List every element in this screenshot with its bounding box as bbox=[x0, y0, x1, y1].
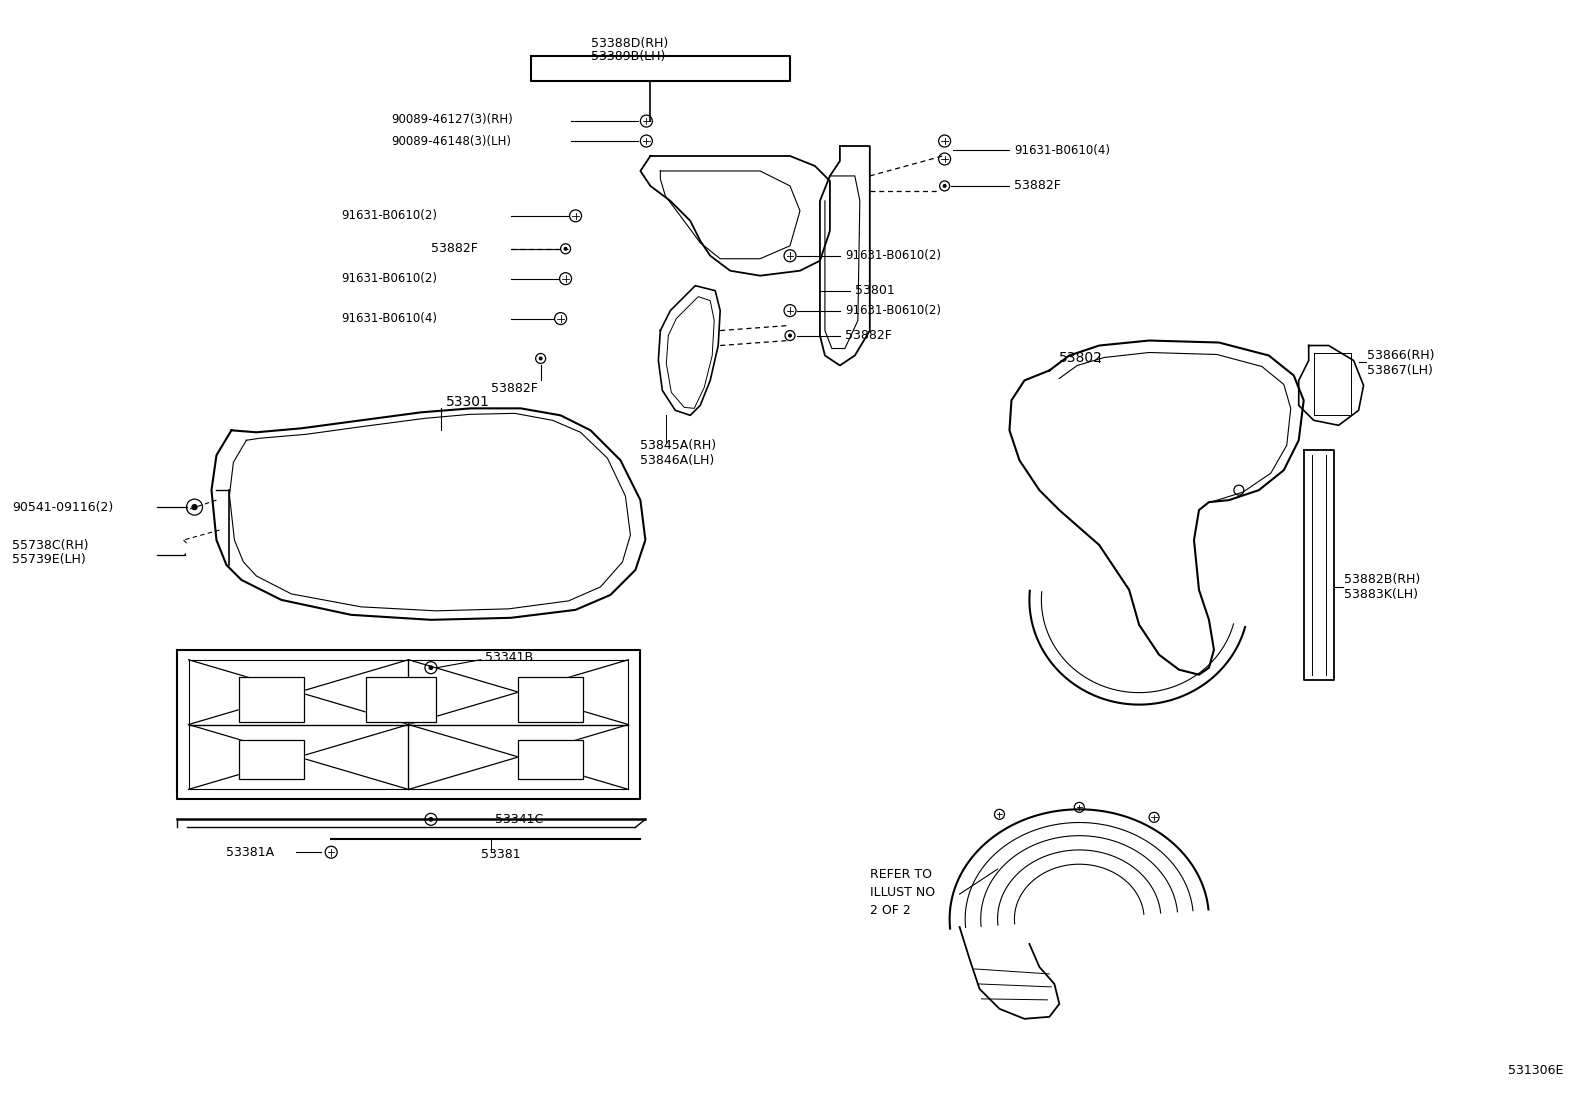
Text: 53845A(RH): 53845A(RH) bbox=[640, 439, 716, 452]
Bar bbox=[239, 740, 304, 779]
Circle shape bbox=[564, 247, 568, 251]
Text: 53882F: 53882F bbox=[1014, 179, 1062, 192]
Text: 53801: 53801 bbox=[855, 285, 895, 297]
Circle shape bbox=[538, 356, 543, 360]
Circle shape bbox=[788, 334, 791, 337]
Circle shape bbox=[428, 817, 433, 822]
Text: 53882F: 53882F bbox=[845, 329, 892, 342]
Text: 2 OF 2: 2 OF 2 bbox=[869, 903, 911, 917]
Text: 53388D(RH): 53388D(RH) bbox=[591, 36, 667, 49]
Text: 53341C: 53341C bbox=[495, 813, 543, 825]
Text: 55738C(RH): 55738C(RH) bbox=[13, 539, 89, 552]
Text: 53381: 53381 bbox=[481, 847, 521, 861]
Circle shape bbox=[942, 184, 947, 188]
Text: 53846A(LH): 53846A(LH) bbox=[640, 454, 715, 467]
Text: 531306E: 531306E bbox=[1508, 1064, 1563, 1077]
Text: 91631-B0610(2): 91631-B0610(2) bbox=[341, 273, 438, 285]
Text: 53866(RH): 53866(RH) bbox=[1366, 349, 1434, 362]
Text: 53802: 53802 bbox=[1059, 352, 1103, 366]
Text: 53882B(RH): 53882B(RH) bbox=[1344, 574, 1420, 587]
Text: 53882F: 53882F bbox=[431, 242, 478, 255]
Text: ILLUST NO: ILLUST NO bbox=[869, 886, 935, 899]
Text: 90541-09116(2): 90541-09116(2) bbox=[13, 501, 113, 513]
Text: 91631-B0610(2): 91631-B0610(2) bbox=[341, 209, 438, 222]
Bar bbox=[366, 677, 436, 722]
Text: 55739E(LH): 55739E(LH) bbox=[13, 554, 86, 566]
Bar bbox=[239, 677, 304, 722]
Bar bbox=[239, 740, 304, 779]
Text: 53301: 53301 bbox=[446, 396, 490, 409]
Text: 90089-46127(3)(RH): 90089-46127(3)(RH) bbox=[392, 112, 513, 125]
Bar bbox=[519, 677, 583, 722]
Text: 53341B: 53341B bbox=[486, 652, 533, 664]
Text: 53867(LH): 53867(LH) bbox=[1366, 364, 1433, 377]
Text: 91631-B0610(4): 91631-B0610(4) bbox=[341, 312, 438, 325]
Text: REFER TO: REFER TO bbox=[869, 868, 931, 880]
Text: 53381A: 53381A bbox=[226, 846, 274, 858]
Bar bbox=[519, 740, 583, 779]
Text: 91631-B0610(2): 91631-B0610(2) bbox=[845, 249, 941, 263]
Text: 90089-46148(3)(LH): 90089-46148(3)(LH) bbox=[392, 134, 511, 147]
Text: 53882F: 53882F bbox=[490, 382, 538, 395]
Text: 53883K(LH): 53883K(LH) bbox=[1344, 588, 1417, 601]
Bar bbox=[186, 542, 196, 554]
Bar bbox=[519, 677, 583, 722]
Bar bbox=[366, 677, 436, 722]
Text: 91631-B0610(2): 91631-B0610(2) bbox=[845, 304, 941, 318]
Bar bbox=[239, 677, 304, 722]
Text: 91631-B0610(4): 91631-B0610(4) bbox=[1014, 144, 1111, 156]
Text: 53389B(LH): 53389B(LH) bbox=[591, 49, 665, 63]
Circle shape bbox=[191, 504, 197, 510]
Bar bbox=[519, 740, 583, 779]
Circle shape bbox=[428, 665, 433, 670]
